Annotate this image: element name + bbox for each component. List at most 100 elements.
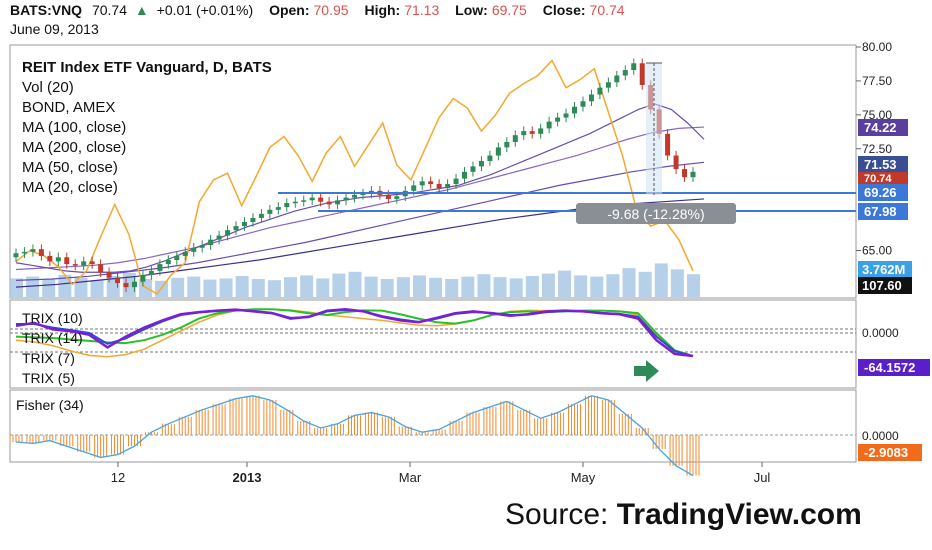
- trix-lines: [15, 307, 694, 358]
- legend-item: Vol (20): [22, 79, 74, 96]
- volume-bar: [235, 276, 249, 297]
- legend-item: MA (100, close): [22, 119, 126, 136]
- candle-body: [631, 63, 637, 71]
- fisher-bars: [9, 395, 700, 477]
- candle-body: [309, 197, 315, 201]
- main-legend: REIT Index ETF Vanguard, D, BATS Vol (20)…: [22, 59, 272, 196]
- candle-body: [98, 264, 104, 273]
- candle-body: [436, 184, 442, 189]
- candle-body: [123, 283, 129, 288]
- candle-body: [512, 135, 518, 142]
- volume-bar: [493, 277, 507, 297]
- candle-body: [639, 63, 645, 85]
- candle-body: [233, 226, 239, 231]
- candle-body: [352, 194, 357, 198]
- trix-pane[interactable]: [9, 299, 857, 389]
- candle-body: [182, 251, 188, 256]
- volume-bar: [525, 276, 539, 297]
- candle-body: [343, 197, 349, 201]
- candle-body: [21, 251, 27, 254]
- price-tick-label: 65.00: [862, 244, 892, 258]
- volume-bar: [461, 276, 475, 297]
- candle-body: [682, 169, 688, 178]
- volume-bar: [26, 276, 40, 297]
- time-tick-label: 2013: [233, 470, 262, 485]
- volume-bar: [364, 276, 378, 297]
- candle-body: [462, 171, 468, 179]
- quote-date: June 09, 2013: [10, 21, 99, 37]
- candle-body: [106, 272, 112, 278]
- legend-item: MA (200, close): [22, 139, 126, 156]
- source-credit: Source: TradingView.com: [505, 498, 862, 532]
- time-tick-label: 12: [111, 470, 125, 485]
- candle-body: [411, 185, 417, 191]
- volume-bar: [590, 276, 604, 297]
- candle-body: [673, 155, 679, 170]
- candle-body: [563, 113, 569, 118]
- volume-bar: [348, 271, 362, 297]
- measure-label: -9.68 (-12.28%): [607, 206, 704, 222]
- candle-body: [335, 200, 341, 205]
- source-prefix: Source:: [505, 498, 617, 531]
- price-tick-label: 72.50: [862, 142, 892, 156]
- open-label: Open:: [269, 2, 310, 18]
- candle-body: [208, 239, 214, 246]
- volume-bar: [187, 276, 201, 297]
- candle-body: [470, 166, 476, 172]
- candle-body: [394, 196, 400, 199]
- candle-body: [13, 253, 19, 258]
- volume-bar: [251, 279, 265, 297]
- candle-body: [504, 141, 510, 148]
- volume-bar: [541, 273, 555, 297]
- volume-bar: [267, 280, 281, 297]
- arrow-right-icon: [634, 360, 659, 382]
- volume-bar: [203, 279, 217, 297]
- candle-body: [487, 155, 493, 161]
- candle-body: [326, 201, 332, 205]
- quote-header: BATS:VNQ 70.74 ▲ +0.01 (+0.01%) Open: 70.…: [10, 2, 625, 19]
- volume-bar: [558, 270, 572, 297]
- high-label: High:: [364, 2, 401, 18]
- high-value: 71.13: [404, 2, 440, 18]
- volume-bar: [332, 273, 346, 297]
- candle-body: [157, 264, 163, 271]
- candle-body: [622, 70, 628, 76]
- candle-body: [267, 209, 273, 214]
- price-tick-label: 80.00: [862, 40, 892, 54]
- trix-legend-item: TRIX (7): [22, 350, 75, 366]
- price-change: +0.01 (+0.01%): [156, 2, 254, 18]
- candle-body: [89, 261, 95, 265]
- candle-body: [419, 181, 425, 186]
- candle-body: [55, 257, 61, 262]
- candle-body: [538, 128, 544, 134]
- last-price: 70.74: [91, 2, 128, 18]
- open-value: 70.95: [313, 2, 349, 18]
- volume-badge: 3.762M: [862, 262, 905, 277]
- low-value: 69.75: [491, 2, 527, 18]
- volume-bar: [171, 277, 185, 297]
- candle-body: [292, 201, 298, 204]
- fisher-pane[interactable]: [9, 389, 857, 463]
- volume-bar: [412, 275, 426, 297]
- candle-body: [555, 117, 561, 122]
- candle-body: [588, 94, 594, 102]
- volume-bar: [42, 279, 56, 297]
- time-tick-label: Jul: [754, 470, 771, 485]
- volume-bar: [396, 277, 410, 297]
- trix-value-badge: -64.1572: [864, 360, 915, 375]
- candle-body: [690, 171, 696, 178]
- candle-body: [284, 203, 290, 208]
- stock-chart[interactable]: -9.68 (-12.28%) 65.00 72.50 75.00 77.50 80.0…: [0, 0, 932, 500]
- candle-body: [529, 131, 535, 134]
- main-pane[interactable]: [9, 44, 857, 299]
- candle-body: [47, 255, 53, 262]
- candle-body: [199, 245, 205, 248]
- candle-body: [225, 230, 231, 236]
- candle-body: [30, 249, 36, 252]
- trix-zero-label: 0.0000: [862, 326, 899, 340]
- candle-body: [572, 106, 578, 114]
- bond-badge: 107.60: [862, 278, 902, 293]
- candle-body: [140, 274, 146, 282]
- volume-bar: [300, 275, 314, 297]
- candle-body: [546, 121, 552, 129]
